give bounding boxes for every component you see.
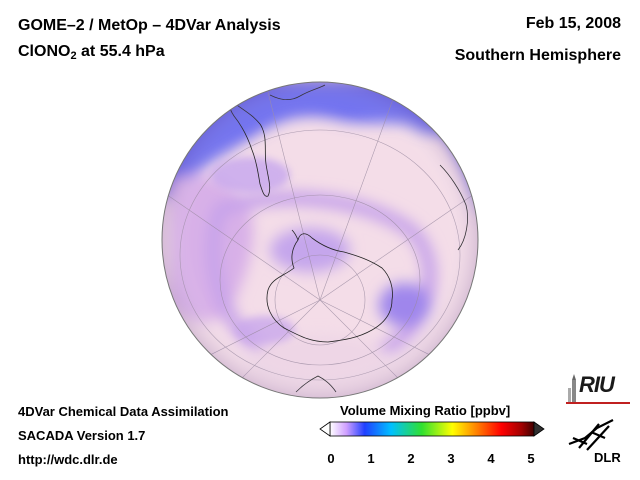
dlr-logo-text: DLR — [594, 450, 621, 465]
colorbar-gradient — [329, 421, 535, 437]
globe-shading — [162, 82, 478, 398]
colorbar-title: Volume Mixing Ratio [ppbv] — [340, 403, 511, 418]
globe-map — [161, 81, 479, 399]
colorbar-high-arrow — [533, 421, 545, 437]
colorbar-tick: 5 — [527, 451, 535, 466]
species-subscript: 2 — [70, 50, 77, 62]
coast-africa-tip — [417, 97, 429, 117]
hemisphere-label: Southern Hemisphere — [454, 47, 621, 64]
colorbar-tick: 1 — [367, 451, 375, 466]
riu-logo-text: RIU — [579, 372, 615, 397]
colorbar-tick: 0 — [327, 451, 335, 466]
colorbar — [319, 421, 545, 437]
map-title: GOME–2 / MetOp – 4DVar Analysis — [18, 17, 281, 34]
pressure-level: at 55.4 hPa — [76, 43, 165, 60]
colorbar-tick: 4 — [487, 451, 495, 466]
colorbar-tick: 2 — [407, 451, 415, 466]
species-name: ClONO — [18, 43, 71, 60]
analysis-date: Feb 15, 2008 — [525, 15, 621, 32]
footer-url: http://wdc.dlr.de — [18, 452, 118, 467]
globe-outline — [161, 81, 479, 399]
colorbar-low-arrow — [319, 421, 331, 437]
footer-line-2: SACADA Version 1.7 — [18, 428, 146, 443]
footer-line-1: 4DVar Chemical Data Assimilation — [18, 404, 229, 419]
dlr-logo-icon — [568, 419, 614, 451]
riu-logo-icon — [566, 374, 630, 404]
species-level-title: ClONO2 at 55.4 hPa — [18, 43, 165, 62]
colorbar-tick: 3 — [447, 451, 455, 466]
